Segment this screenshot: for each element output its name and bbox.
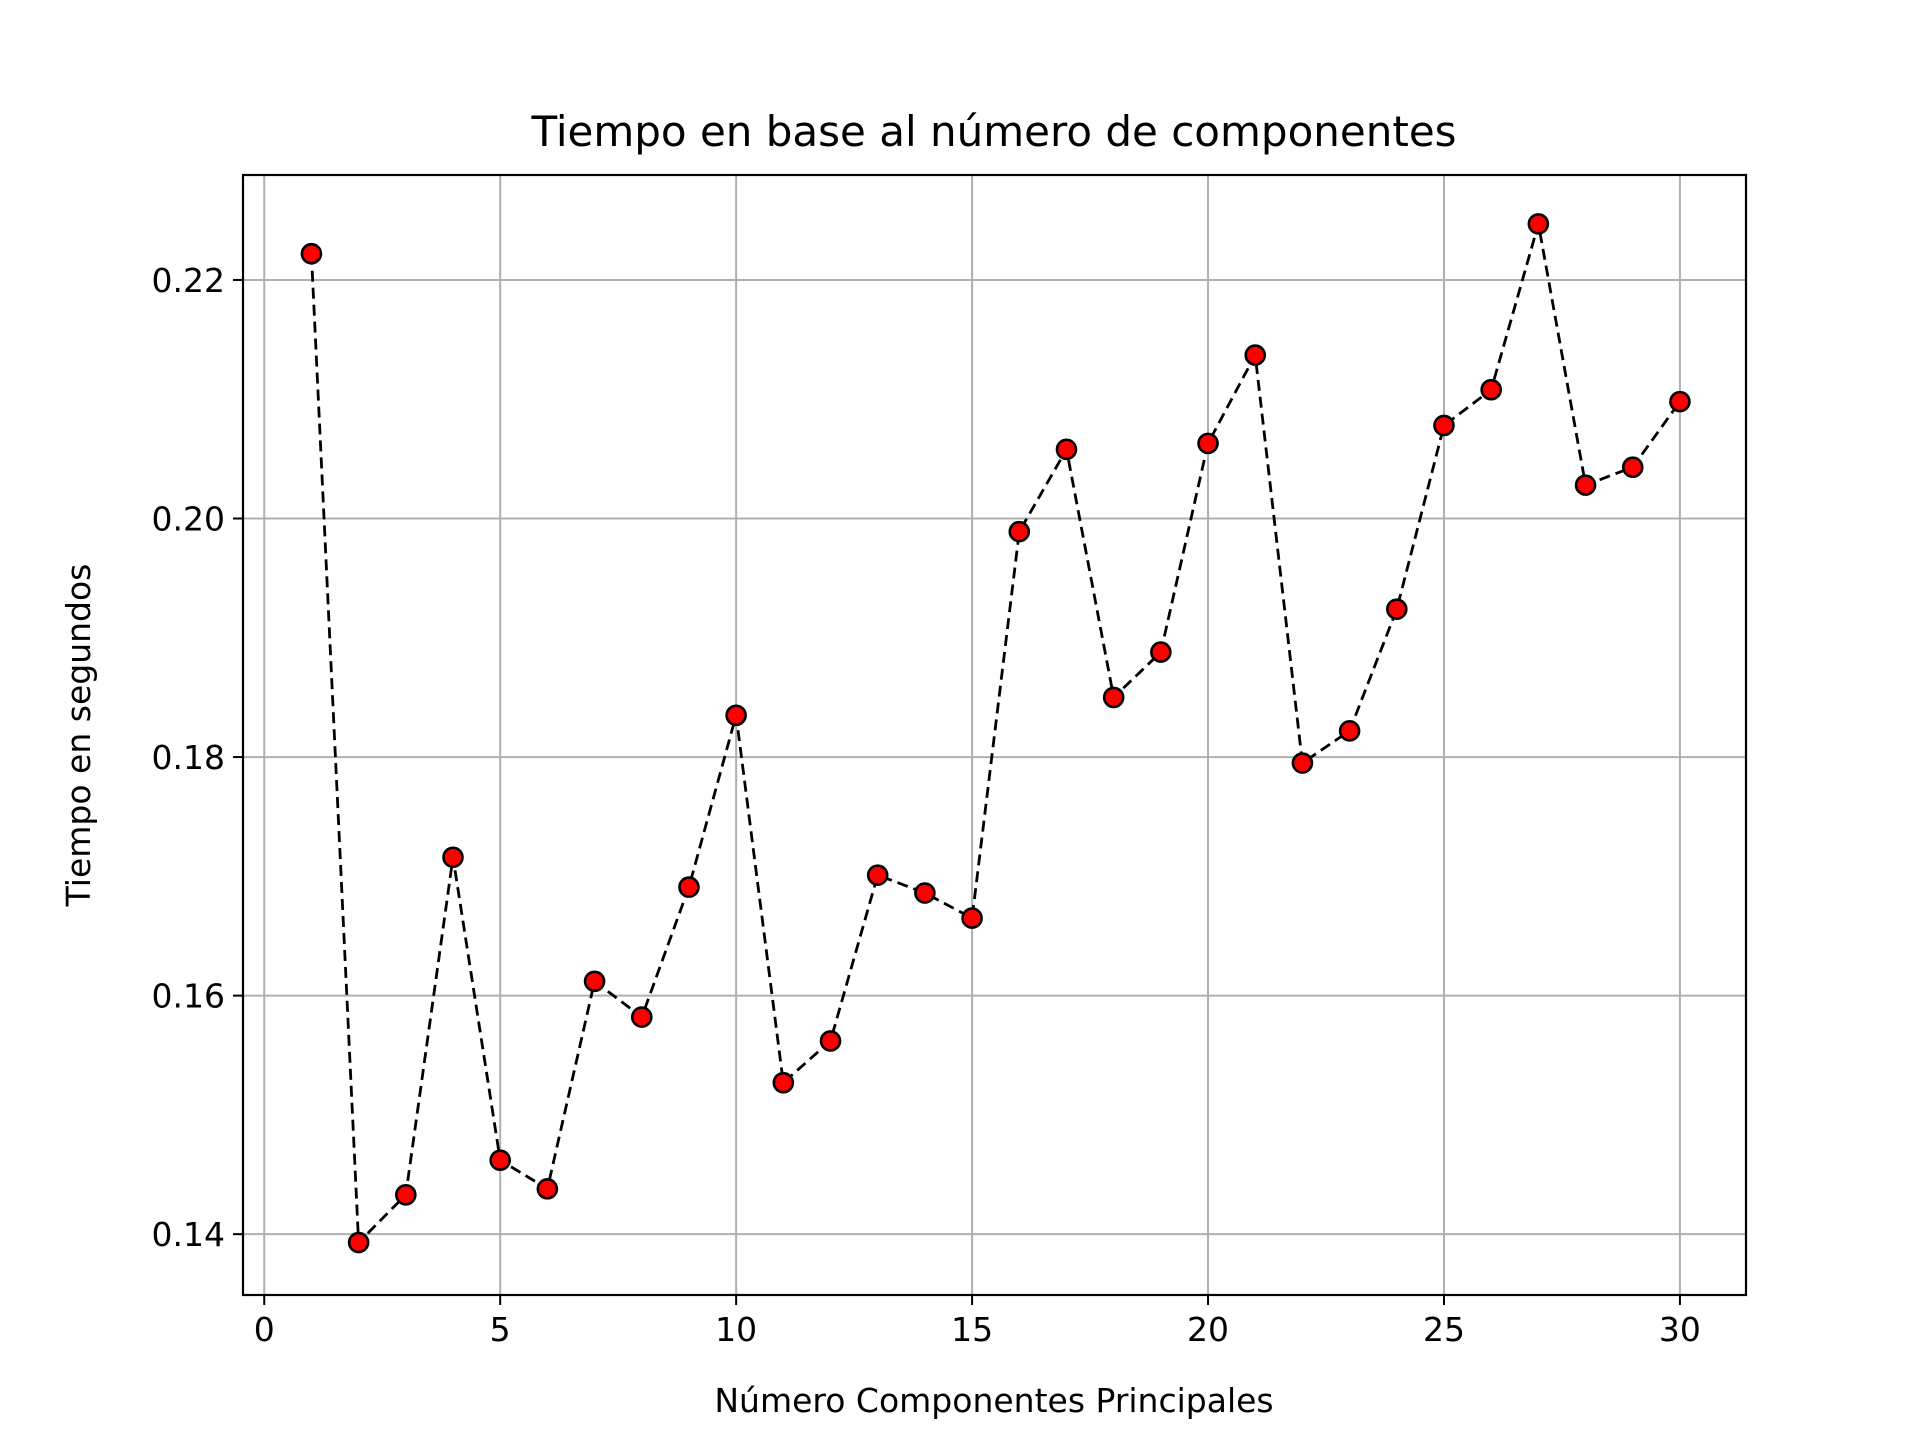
data-point: [1480, 378, 1502, 401]
data-point: [536, 1178, 559, 1200]
x-tick-label: 30: [1659, 1310, 1701, 1349]
data-point: [1197, 432, 1219, 455]
data-point: [725, 704, 747, 727]
data-point: [1527, 213, 1550, 235]
data-point: [347, 1231, 370, 1254]
data-point: [1338, 720, 1361, 742]
data-point: [300, 242, 323, 265]
y-tick-label: 0.14: [152, 1215, 225, 1254]
data-point: [1291, 752, 1314, 774]
x-tick-label: 0: [254, 1310, 275, 1349]
data-point: [914, 882, 936, 904]
y-tick-label: 0.22: [152, 261, 225, 300]
x-tick-label: 10: [715, 1310, 757, 1349]
data-point: [1621, 456, 1644, 479]
series-line: [310, 223, 1682, 1246]
x-tick-label: 20: [1187, 1310, 1229, 1349]
x-tick-label: 25: [1423, 1310, 1465, 1349]
data-point: [1150, 641, 1172, 663]
x-axis-ticks: 0 5 10 15 20 25 30: [254, 1295, 1701, 1349]
data-point: [1385, 598, 1408, 620]
x-axis-label: Número Componentes Principales: [714, 1381, 1273, 1420]
x-tick-label: 5: [490, 1310, 511, 1349]
y-tick-label: 0.18: [152, 738, 225, 777]
chart-title: Tiempo en base al número de componentes: [530, 107, 1456, 156]
data-point: [395, 1184, 417, 1206]
grid: [243, 175, 1746, 1295]
data-point: [1433, 414, 1455, 437]
y-tick-label: 0.16: [152, 977, 225, 1016]
data-point: [1669, 390, 1691, 413]
y-axis-label: Tiempo en segundos: [59, 564, 98, 908]
series: [300, 213, 1691, 1254]
data-point: [819, 1030, 842, 1052]
data-point: [1574, 474, 1597, 496]
data-point: [489, 1149, 511, 1172]
data-point: [1102, 686, 1125, 709]
y-axis-ticks: 0.14 0.16 0.18 0.20 0.22: [152, 261, 243, 1254]
data-point: [961, 907, 983, 929]
y-tick-label: 0.20: [152, 500, 225, 539]
data-point: [866, 864, 889, 886]
data-point: [630, 1006, 653, 1028]
data-point: [1008, 520, 1031, 543]
data-point: [1055, 438, 1078, 461]
x-tick-label: 15: [951, 1310, 993, 1349]
data-point: [678, 876, 700, 898]
data-point: [1244, 344, 1267, 366]
plot-frame: [241, 173, 1748, 1297]
data-point: [442, 846, 464, 869]
data-point: [772, 1071, 795, 1094]
data-point: [583, 970, 606, 993]
